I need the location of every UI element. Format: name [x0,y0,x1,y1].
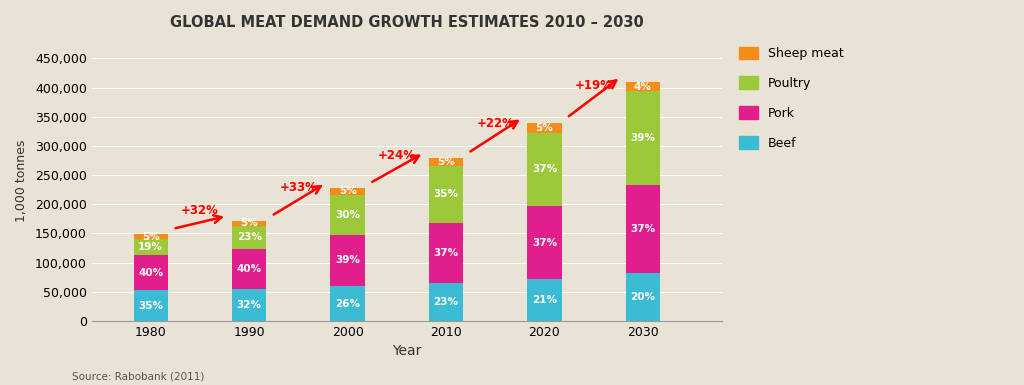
Text: 21%: 21% [531,295,557,305]
Text: 5%: 5% [241,218,258,228]
Bar [626,273,660,321]
Text: +32%: +32% [181,204,219,217]
Text: 40%: 40% [237,264,262,274]
Text: 19%: 19% [138,242,163,252]
Bar [429,166,463,223]
Bar [626,82,660,91]
Text: 35%: 35% [138,301,163,311]
Text: 20%: 20% [631,292,655,302]
Text: +22%: +22% [476,117,514,130]
Legend: Sheep meat, Poultry, Pork, Beef: Sheep meat, Poultry, Pork, Beef [734,42,849,155]
Bar [527,122,561,132]
Text: 23%: 23% [237,232,262,242]
Bar [626,185,660,273]
Bar [231,289,266,321]
Y-axis label: 1,000 tonnes: 1,000 tonnes [15,140,28,222]
X-axis label: Year: Year [392,345,421,358]
Text: 37%: 37% [531,164,557,174]
Bar [331,286,365,321]
Bar [527,280,561,321]
Text: 5%: 5% [339,186,356,196]
Bar [429,223,463,283]
Text: 39%: 39% [631,133,655,143]
Text: 37%: 37% [531,238,557,248]
Text: Source: Rabobank (2011): Source: Rabobank (2011) [72,371,204,381]
Bar [331,234,365,286]
Text: 30%: 30% [335,209,360,219]
Title: GLOBAL MEAT DEMAND GROWTH ESTIMATES 2010 – 2030: GLOBAL MEAT DEMAND GROWTH ESTIMATES 2010… [170,15,643,30]
Bar [527,132,561,206]
Bar [527,206,561,280]
Text: 5%: 5% [142,231,160,241]
Text: 32%: 32% [237,300,262,310]
Bar [133,234,168,239]
Text: 5%: 5% [437,157,455,167]
Bar [331,195,365,234]
Bar [231,221,266,226]
Bar [133,255,168,290]
Bar [429,283,463,321]
Bar [626,91,660,185]
Bar [133,239,168,255]
Text: +24%: +24% [378,149,416,162]
Text: 23%: 23% [433,297,459,307]
Text: +19%: +19% [574,79,612,92]
Bar [133,290,168,321]
Text: 39%: 39% [335,256,360,266]
Text: 35%: 35% [433,189,459,199]
Text: 5%: 5% [536,122,553,132]
Bar [231,226,266,249]
Text: 26%: 26% [335,299,360,309]
Text: +33%: +33% [280,181,317,194]
Bar [331,188,365,195]
Text: 40%: 40% [138,268,163,278]
Text: 4%: 4% [634,82,652,92]
Text: 37%: 37% [433,248,459,258]
Bar [231,249,266,289]
Bar [429,157,463,166]
Text: 37%: 37% [631,224,655,234]
